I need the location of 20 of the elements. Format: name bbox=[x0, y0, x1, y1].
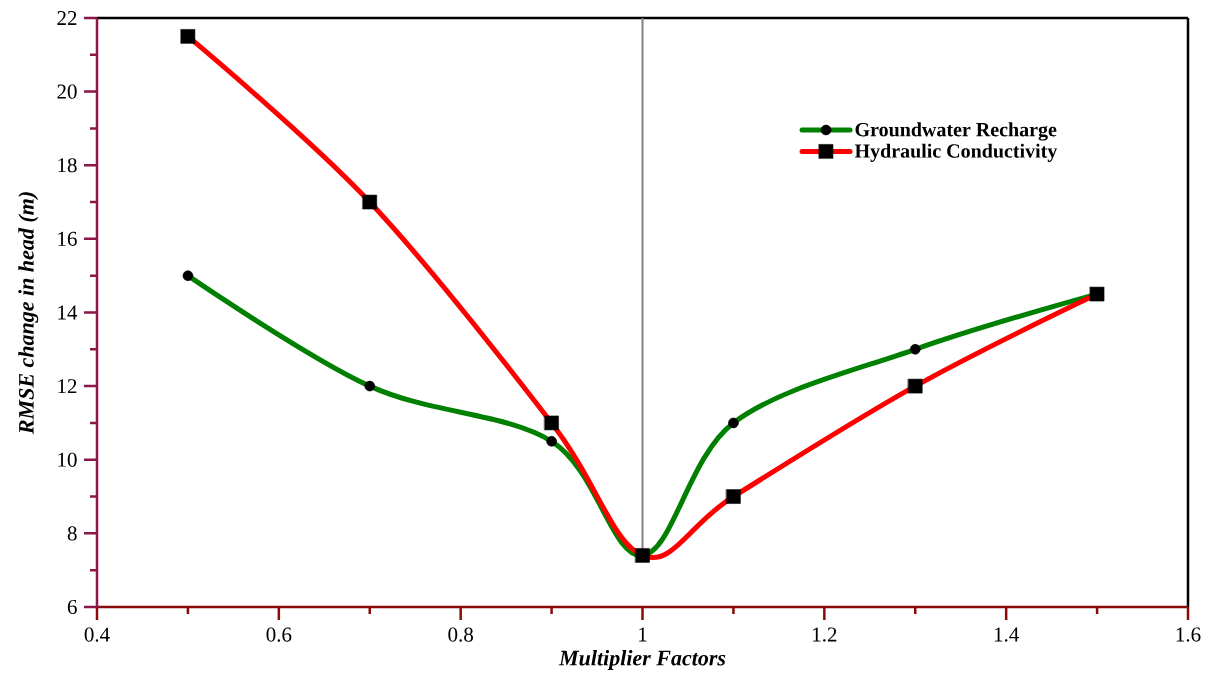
y-tick-label: 14 bbox=[58, 305, 78, 320]
x-tick-label: 0.6 bbox=[266, 627, 292, 642]
x-tick-label: 1 bbox=[639, 627, 647, 642]
y-tick-label: 22 bbox=[57, 11, 77, 25]
y-tick-label: 16 bbox=[58, 231, 77, 246]
x-tick-label: 0.8 bbox=[448, 627, 474, 642]
y-tick-label: 18 bbox=[58, 158, 77, 173]
legend-label: Hydraulic Conductivity bbox=[854, 143, 1058, 162]
y-tick-label: 8 bbox=[67, 526, 77, 541]
x-tick-label: 0.4 bbox=[84, 627, 110, 642]
legend-label: Groundwater Recharge bbox=[855, 122, 1057, 141]
x-tick-label: 1.6 bbox=[1176, 627, 1201, 642]
y-tick-label: 12 bbox=[58, 379, 77, 394]
y-axis-title: RMSE change in head (m) bbox=[18, 192, 39, 435]
x-tick-label: 1.4 bbox=[994, 627, 1019, 642]
y-tick-label: 10 bbox=[58, 452, 77, 467]
x-axis-title: Multiplier Factors bbox=[558, 650, 726, 670]
x-tick-label: 1.2 bbox=[813, 627, 837, 642]
y-tick-label: 6 bbox=[67, 599, 77, 615]
y-tick-label: 20 bbox=[57, 84, 77, 99]
